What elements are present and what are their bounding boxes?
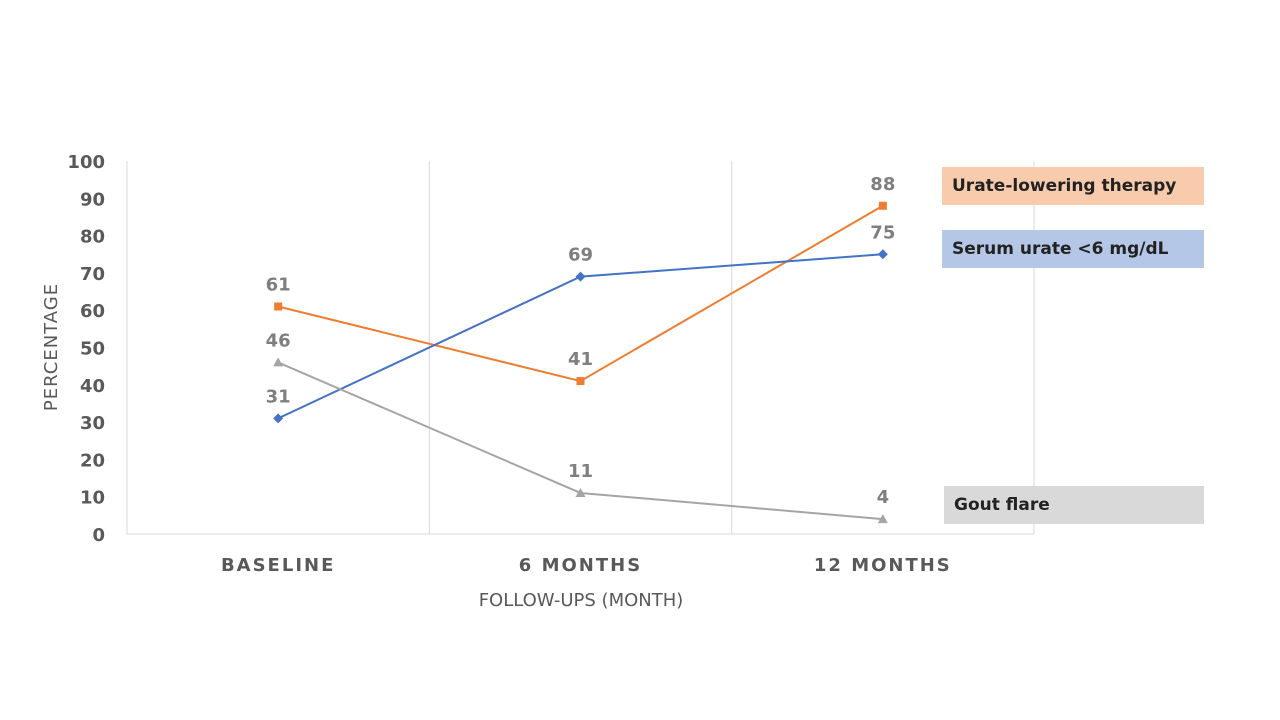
y-axis-title: PERCENTAGE — [41, 283, 62, 411]
y-tick-label: 30 — [80, 413, 105, 434]
y-tick-label: 0 — [92, 525, 105, 546]
y-tick-label: 80 — [80, 227, 105, 248]
legend-item-serum-urate: Serum urate <6 mg/dL — [942, 230, 1204, 268]
data-label-ult: 61 — [266, 274, 291, 295]
data-label-gf: 11 — [568, 461, 593, 482]
data-label-su: 31 — [266, 386, 291, 407]
legend-label: Serum urate <6 mg/dL — [952, 239, 1169, 259]
y-tick-label: 70 — [80, 264, 105, 285]
data-label-ult: 41 — [568, 349, 593, 370]
data-label-ult: 88 — [870, 174, 895, 195]
data-point-ult — [878, 201, 887, 210]
x-tick-label: BASELINE — [221, 555, 335, 576]
axes: 0 10 20 30 40 50 60 70 80 90 100 BASELINE 6 MONTHS 12… — [67, 152, 1034, 576]
data-point-su — [877, 249, 888, 260]
legend-label: Urate-lowering therapy — [952, 176, 1177, 196]
y-tick-label: 100 — [67, 152, 105, 173]
x-tick-label: 12 MONTHS — [814, 555, 952, 576]
y-tick-label: 90 — [80, 189, 105, 210]
legend-item-urate-lowering-therapy: Urate-lowering therapy — [942, 167, 1204, 205]
data-point-su — [575, 271, 586, 282]
x-axis-title: FOLLOW-UPS (MONTH) — [479, 590, 684, 611]
data-point-gf — [877, 514, 888, 524]
data-label-su: 69 — [568, 245, 593, 266]
data-point-gf — [575, 487, 586, 497]
y-tick-label: 20 — [80, 450, 105, 471]
data-point-ult — [576, 377, 585, 386]
legend-item-gout-flare: Gout flare — [944, 486, 1204, 524]
data-label-su: 75 — [870, 222, 895, 243]
data-labels: 61 41 88 31 69 75 46 11 4 — [266, 174, 896, 508]
data-point-ult — [274, 302, 283, 311]
data-point-su — [273, 413, 284, 424]
legend-label: Gout flare — [954, 495, 1050, 515]
y-tick-label: 40 — [80, 376, 105, 397]
y-tick-label: 60 — [80, 301, 105, 322]
data-point-gf — [273, 357, 284, 367]
gridlines — [126, 161, 1035, 534]
x-tick-label: 6 MONTHS — [519, 555, 642, 576]
series-lines — [273, 201, 888, 524]
data-label-gf: 4 — [877, 487, 890, 508]
data-label-gf: 46 — [266, 330, 291, 351]
y-tick-label: 50 — [80, 339, 105, 360]
y-tick-label: 10 — [80, 488, 105, 509]
